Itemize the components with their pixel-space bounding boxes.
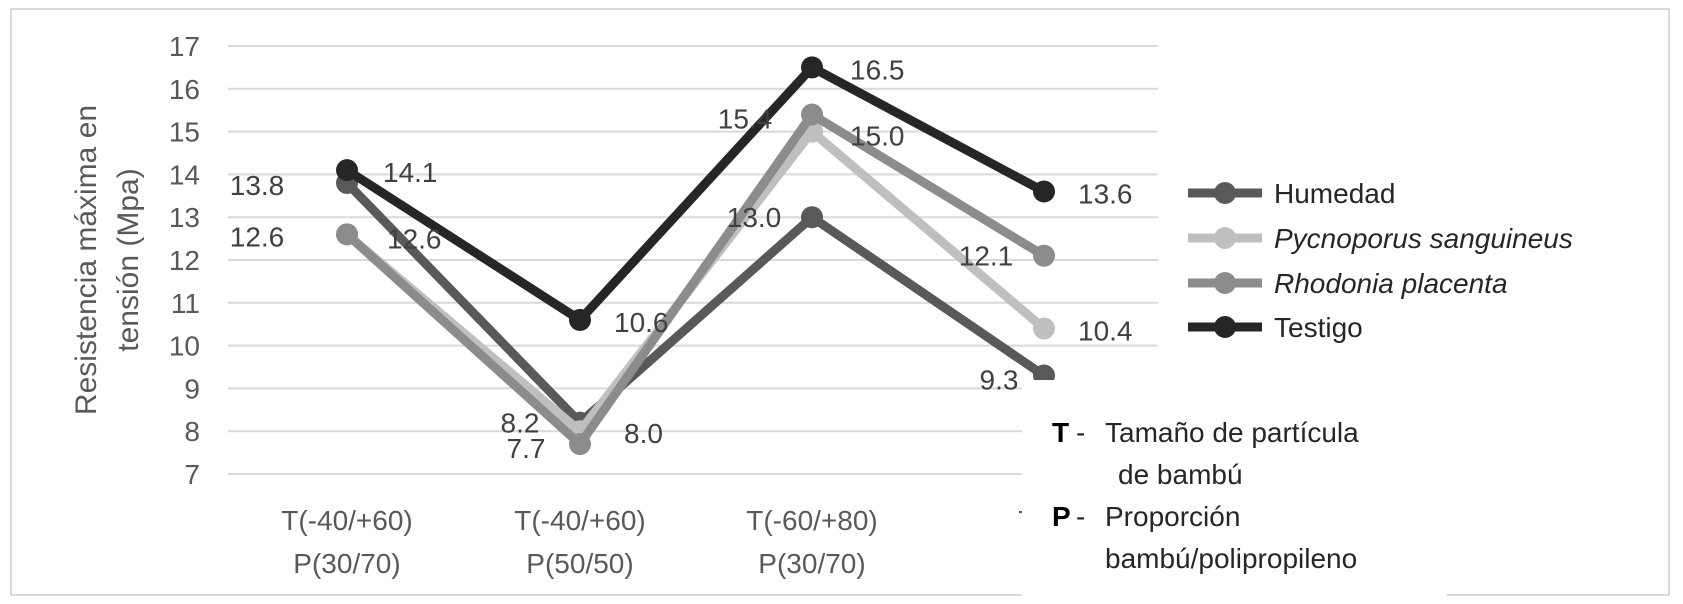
x-category-label: T(-60/+80) (746, 505, 878, 536)
y-tick-label: 16 (169, 74, 200, 105)
y-axis-label-line: tensión (Mpa) (112, 168, 145, 351)
data-label: 7.7 (507, 433, 546, 464)
data-point (801, 206, 823, 229)
data-point (1033, 317, 1055, 340)
notes-panel (1022, 380, 1447, 602)
data-label: 9.3 (980, 365, 1019, 396)
legend-marker (1214, 272, 1236, 294)
y-tick-label: 7 (184, 459, 200, 490)
data-label: 10.4 (1078, 315, 1133, 346)
note-p-key: P (1052, 501, 1071, 532)
legend-label: Testigo (1274, 312, 1363, 343)
y-axis-ticks: 7 8 9 10 11 12 13 14 15 16 17 (169, 31, 200, 490)
legend-label: Rhodonia placenta (1274, 268, 1508, 299)
data-point (1033, 180, 1055, 203)
legend: Humedad Pycnoporus sanguineus Rhodonia pla… (1188, 178, 1573, 343)
data-point (569, 308, 591, 331)
legend-marker (1214, 316, 1236, 338)
y-tick-label: 8 (184, 416, 200, 447)
y-axis-label-line: Resistencia máxima en (70, 105, 103, 415)
legend-marker (1214, 182, 1236, 204)
series-lines (336, 56, 1055, 456)
y-tick-label: 10 (169, 331, 200, 362)
y-tick-label: 11 (171, 288, 200, 319)
data-label: 15.4 (718, 103, 773, 134)
data-point (336, 223, 358, 246)
note-p-line1: Proporción (1105, 501, 1240, 532)
x-category-label: P(30/70) (293, 548, 400, 579)
data-point (336, 159, 358, 182)
y-tick-label: 15 (169, 117, 200, 148)
data-label: 10.6 (614, 307, 669, 338)
data-label: 15.0 (850, 121, 905, 152)
data-labels: 13.8 8.2 13.0 9.3 12.6 8.0 15.0 10.4 12.6 7.7 15.4… (230, 54, 1133, 464)
series-line (342, 178, 1049, 428)
data-label: 12.6 (387, 223, 442, 254)
data-label: 13.6 (1078, 179, 1133, 210)
data-label: 13.8 (230, 170, 285, 201)
legend-label: Pycnoporus sanguineus (1274, 223, 1573, 254)
data-point (801, 103, 823, 126)
data-point (801, 56, 823, 79)
note-t-sep: - (1076, 417, 1085, 448)
data-label: 12.6 (230, 221, 285, 252)
note-t-line1: Tamaño de partícula (1105, 417, 1359, 448)
y-tick-label: 12 (169, 245, 200, 276)
data-label: 14.1 (383, 157, 438, 188)
x-category-label: P(50/50) (526, 548, 633, 579)
y-tick-label: 14 (169, 159, 200, 190)
x-axis-categories: T(-40/+60) P(30/70) T(-40/+60) P(50/50) T(-6… (281, 505, 1069, 579)
note-p-sep: - (1076, 501, 1085, 532)
y-axis-label: Resistencia máxima en tensión (Mpa) (70, 105, 145, 415)
series-line (342, 109, 1049, 449)
y-tick-label: 17 (169, 31, 200, 62)
data-point (1033, 244, 1055, 267)
note-t-key: T (1052, 417, 1069, 448)
note-t-line2: de bambú (1118, 459, 1243, 490)
y-tick-label: 13 (169, 202, 200, 233)
x-category-label: P(30/70) (758, 548, 865, 579)
y-tick-label: 9 (184, 373, 200, 404)
data-label: 8.0 (624, 418, 663, 449)
data-label: 13.0 (727, 202, 782, 233)
series-line (342, 62, 1049, 325)
x-category-label: T(-40/+60) (514, 505, 646, 536)
data-label: 12.1 (959, 241, 1014, 272)
data-label: 8.2 (501, 408, 540, 439)
notes: T - Tamaño de partícula de bambú P - Pro… (1052, 417, 1359, 574)
data-label: 16.5 (850, 54, 905, 85)
x-category-label: T(-40/+60) (281, 505, 413, 536)
legend-marker (1214, 227, 1236, 249)
legend-label: Humedad (1274, 178, 1395, 209)
note-p-line2: bambú/polipropileno (1105, 543, 1357, 574)
data-point (569, 433, 591, 456)
grid-lines (228, 45, 1158, 475)
